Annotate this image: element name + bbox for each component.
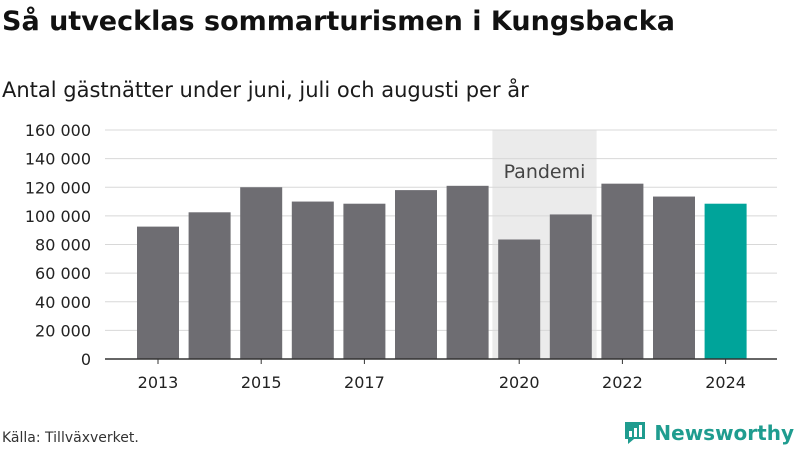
brand-name: Newsworthy <box>654 421 794 445</box>
y-tick-label: 60 000 <box>35 264 91 283</box>
x-tick-label: 2013 <box>138 373 179 392</box>
source-note: Källa: Tillväxverket. <box>2 430 139 446</box>
x-tick-label: 2015 <box>241 373 282 392</box>
bar-2020 <box>498 239 541 359</box>
bar-2018 <box>395 190 437 359</box>
y-tick-label: 20 000 <box>35 321 91 340</box>
y-tick-label: 100 000 <box>25 207 91 226</box>
x-tick-label: 2017 <box>344 373 385 392</box>
y-tick-label: 80 000 <box>35 236 91 255</box>
y-tick-label: 120 000 <box>25 178 91 197</box>
y-tick-label: 160 000 <box>25 121 91 140</box>
bar-2015 <box>240 187 283 359</box>
bar-2016 <box>291 201 334 359</box>
x-tick-label: 2024 <box>705 373 746 392</box>
bar-chart: 0 20 000 40 000 60 000 80 000 100 000 120 000 1… <box>25 121 777 392</box>
bar-2019 <box>446 185 489 359</box>
chart-title: Så utvecklas sommarturismen i Kungsbacka <box>2 6 675 37</box>
bar-2014 <box>188 212 231 359</box>
newsworthy-logo: Newsworthy <box>622 420 794 446</box>
bar-2022 <box>601 183 644 359</box>
y-tick-label: 140 000 <box>25 150 91 169</box>
x-tick-label: 2020 <box>499 373 540 392</box>
chart-subtitle: Antal gästnätter under juni, juli och au… <box>2 78 529 102</box>
newsworthy-icon <box>625 422 646 444</box>
bar-2013 <box>137 226 179 359</box>
bar-2023 <box>653 196 695 359</box>
bar-2017 <box>343 203 386 359</box>
annotation-label: Pandemi <box>504 161 586 183</box>
bar-2024 <box>704 203 747 359</box>
y-tick-label: 40 000 <box>35 293 91 312</box>
bar-2021 <box>549 214 592 359</box>
x-tick-label: 2022 <box>602 373 643 392</box>
y-tick-label: 0 <box>81 350 91 369</box>
